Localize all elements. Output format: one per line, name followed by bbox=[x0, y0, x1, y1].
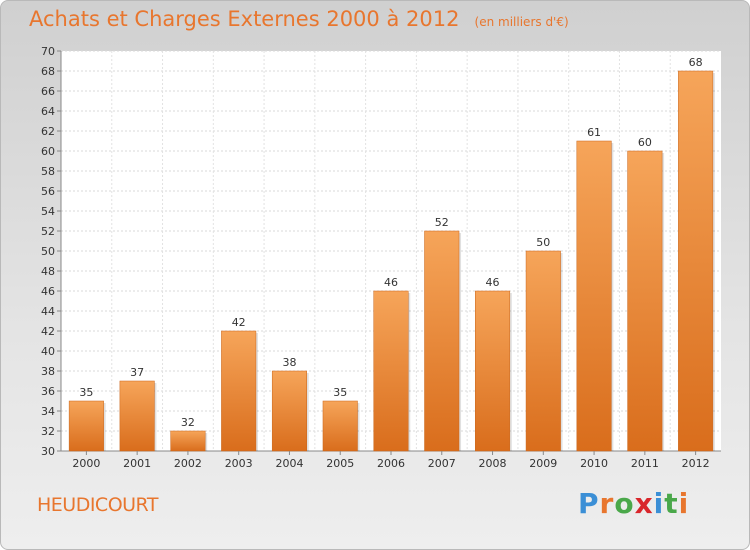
bar-value-label: 35 bbox=[333, 386, 347, 399]
chart-title: Achats et Charges Externes 2000 à 2012 bbox=[29, 7, 460, 31]
bar bbox=[373, 290, 409, 452]
y-tick-label: 68 bbox=[41, 65, 55, 78]
chart-title-block: Achats et Charges Externes 2000 à 2012 (… bbox=[29, 7, 569, 31]
y-tick-label: 42 bbox=[41, 325, 55, 338]
x-tick-label: 2011 bbox=[631, 457, 659, 470]
bar bbox=[678, 70, 714, 452]
logo-letter: i bbox=[678, 487, 690, 520]
bar-value-label: 68 bbox=[689, 56, 703, 69]
y-tick-label: 38 bbox=[41, 365, 55, 378]
bar bbox=[475, 290, 511, 452]
logo-letter: o bbox=[614, 487, 635, 520]
y-tick-label: 32 bbox=[41, 425, 55, 438]
x-tick-label: 2003 bbox=[225, 457, 253, 470]
x-tick-label: 2002 bbox=[174, 457, 202, 470]
y-tick-label: 30 bbox=[41, 445, 55, 458]
bar-value-label: 52 bbox=[435, 216, 449, 229]
y-tick-label: 54 bbox=[41, 205, 55, 218]
bar bbox=[424, 230, 460, 452]
bar bbox=[322, 400, 358, 452]
proxiti-logo: Proxiti bbox=[578, 487, 689, 520]
y-tick-label: 64 bbox=[41, 105, 55, 118]
x-tick-label: 2007 bbox=[428, 457, 456, 470]
bar-value-label: 35 bbox=[79, 386, 93, 399]
place-name: HEUDICOURT bbox=[37, 494, 159, 516]
bar-value-label: 32 bbox=[181, 416, 195, 429]
x-tick-label: 2008 bbox=[479, 457, 507, 470]
y-tick-label: 44 bbox=[41, 305, 55, 318]
y-tick-label: 58 bbox=[41, 165, 55, 178]
y-tick-label: 66 bbox=[41, 85, 55, 98]
bar bbox=[576, 140, 612, 452]
bar-value-label: 50 bbox=[536, 236, 550, 249]
x-tick-label: 2001 bbox=[123, 457, 151, 470]
y-tick-label: 70 bbox=[41, 45, 55, 58]
bar bbox=[170, 430, 206, 452]
bar-value-label: 46 bbox=[384, 276, 398, 289]
bar bbox=[627, 150, 663, 452]
chart-unit: (en milliers d'€) bbox=[474, 15, 569, 29]
bar bbox=[68, 400, 104, 452]
logo-letter: i bbox=[653, 487, 665, 520]
x-tick-label: 2010 bbox=[580, 457, 608, 470]
y-tick-label: 48 bbox=[41, 265, 55, 278]
bar bbox=[221, 330, 257, 452]
bar-value-label: 61 bbox=[587, 126, 601, 139]
x-tick-label: 2004 bbox=[275, 457, 303, 470]
x-tick-label: 2006 bbox=[377, 457, 405, 470]
y-tick-label: 56 bbox=[41, 185, 55, 198]
y-tick-label: 52 bbox=[41, 225, 55, 238]
bar bbox=[271, 370, 307, 452]
y-tick-label: 46 bbox=[41, 285, 55, 298]
x-tick-label: 2012 bbox=[682, 457, 710, 470]
logo-letter: t bbox=[664, 487, 679, 520]
x-tick-label: 2005 bbox=[326, 457, 354, 470]
logo-letter: x bbox=[634, 487, 654, 520]
bar bbox=[119, 380, 155, 452]
bar-value-label: 38 bbox=[282, 356, 296, 369]
y-tick-label: 50 bbox=[41, 245, 55, 258]
bar-value-label: 46 bbox=[486, 276, 500, 289]
logo-letter: P bbox=[578, 487, 600, 520]
y-tick-label: 36 bbox=[41, 385, 55, 398]
y-tick-label: 34 bbox=[41, 405, 55, 418]
logo-letter: r bbox=[599, 487, 615, 520]
y-tick-label: 62 bbox=[41, 125, 55, 138]
x-tick-label: 2009 bbox=[529, 457, 557, 470]
bar-value-label: 60 bbox=[638, 136, 652, 149]
bar-value-label: 37 bbox=[130, 366, 144, 379]
y-tick-label: 40 bbox=[41, 345, 55, 358]
y-tick-label: 60 bbox=[41, 145, 55, 158]
bar-value-label: 42 bbox=[232, 316, 246, 329]
x-tick-label: 2000 bbox=[72, 457, 100, 470]
bar bbox=[525, 250, 561, 452]
